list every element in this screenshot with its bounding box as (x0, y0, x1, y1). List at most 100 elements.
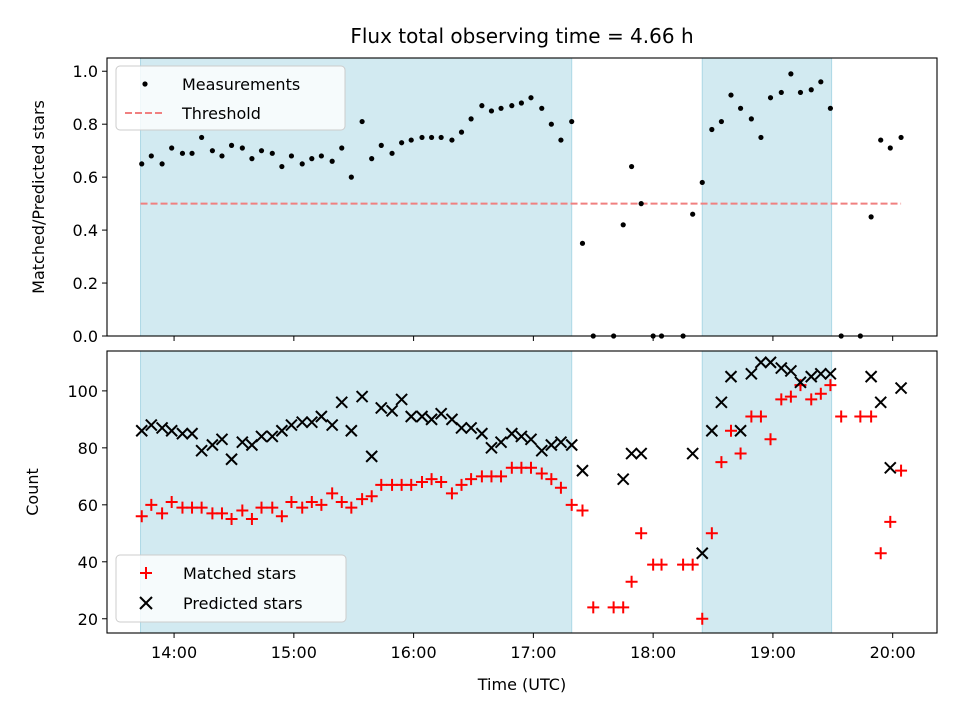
measurement-point (690, 211, 696, 217)
predicted-star-point (305, 416, 319, 429)
matched-star-point (435, 476, 448, 489)
matched-star-point (405, 478, 418, 491)
predicted-star-point (754, 356, 768, 369)
predicted-star-point (745, 367, 758, 380)
matched-star-point (805, 393, 818, 406)
predicted-star-point (775, 361, 788, 375)
measurement-point (189, 150, 195, 156)
matched-star-point (764, 433, 777, 446)
x-tick-label: 19:00 (750, 643, 796, 662)
top-y-tick-label: 0.4 (73, 221, 98, 240)
bottom-axes-frame (106, 350, 938, 634)
matched-star-point (524, 461, 537, 474)
matched-star-point (275, 510, 288, 523)
matched-star-point (784, 390, 797, 403)
predicted-star-point (215, 433, 229, 446)
predicted-star-point (696, 547, 709, 560)
predicted-star-point (296, 416, 309, 429)
top-shaded-span (701, 57, 833, 337)
top-legend: Measurements Threshold (115, 65, 346, 131)
bottom-y-axis-label: Count (23, 468, 42, 516)
matched-star-point (884, 515, 897, 528)
count-points (135, 356, 908, 625)
predicted-star-point (535, 444, 548, 457)
legend-predicted-label: Predicted stars (183, 594, 303, 613)
matched-star-point (195, 501, 208, 514)
matched-star-point (335, 495, 348, 508)
matched-star-point (315, 498, 328, 511)
matched-star-point (425, 473, 438, 486)
predicted-star-point (874, 396, 887, 409)
predicted-star-point (185, 427, 199, 440)
matched-star-point (535, 467, 548, 480)
measurement-point (548, 121, 554, 127)
top-y-tick-label: 0.0 (73, 327, 98, 346)
measurement-point (638, 201, 644, 207)
predicted-star-point (275, 424, 289, 437)
measurement-point (179, 150, 186, 156)
predicted-star-point (464, 421, 478, 435)
measurement-point (209, 148, 215, 154)
predicted-star-point (814, 367, 828, 380)
matched-star-point (165, 495, 178, 508)
measurement-point (748, 116, 754, 122)
predicted-star-point (355, 390, 369, 403)
measurement-point (718, 118, 725, 125)
top-y-tick-label: 0.8 (73, 115, 98, 134)
predicted-star-point (176, 427, 189, 440)
measurement-point (788, 71, 794, 77)
x-tick-label: 17:00 (510, 643, 556, 662)
measurement-point (569, 118, 575, 125)
predicted-star-point (894, 381, 908, 395)
measurement-point (139, 161, 145, 167)
matched-star-point (715, 456, 728, 469)
measurement-point (887, 145, 893, 151)
bottom-y-tick-label: 100 (67, 382, 98, 401)
measurement-point (369, 156, 375, 162)
matched-star-point (554, 481, 567, 494)
bottom-y-tick-label: 80 (78, 439, 98, 458)
measurement-point (219, 153, 225, 159)
predicted-star-point (375, 401, 388, 415)
measurement-point (399, 140, 405, 146)
matched-star-point (296, 501, 309, 514)
matched-star-point (375, 478, 388, 491)
predicted-star-point (764, 356, 777, 369)
measurement-point (868, 214, 874, 220)
predicted-star-point (616, 472, 630, 486)
measurement-point (498, 105, 504, 111)
matched-star-point (565, 498, 578, 511)
predicted-star-point (554, 435, 568, 449)
measurement-point (728, 92, 734, 98)
predicted-star-point (794, 376, 807, 389)
measurement-point (479, 103, 485, 109)
measurement-point (299, 161, 305, 167)
legend-matched-marker (140, 567, 152, 579)
measurement-point (449, 137, 455, 143)
matched-star-point (245, 513, 258, 526)
matched-star-point (156, 507, 169, 520)
predicted-star-point (824, 367, 837, 380)
measurement-point (279, 163, 285, 170)
measurement-point (509, 103, 515, 109)
matched-star-point (754, 410, 767, 423)
top-panel: 0.0 0.2 0.4 0.6 0.8 1.0 Matched/Predicted sta… (29, 57, 938, 346)
measurement-point (318, 153, 324, 159)
bottom-shaded-span (701, 350, 833, 634)
predicted-star-point (236, 435, 249, 449)
predicted-star-point (195, 444, 208, 457)
chart-title: Flux total observing time = 4.66 h (350, 24, 693, 48)
bottom-y-tick-label: 60 (78, 496, 98, 515)
matched-star-point (814, 387, 827, 400)
measurement-point (878, 137, 884, 143)
measurement-point (468, 116, 474, 122)
measurement-point (228, 142, 235, 148)
predicted-star-point (345, 424, 358, 437)
predicted-star-point (206, 438, 219, 452)
predicted-star-point (475, 427, 489, 440)
matched-star-point (465, 473, 478, 486)
predicted-star-point (285, 418, 298, 432)
matched-star-point (345, 501, 358, 514)
predicted-star-point (505, 427, 519, 440)
measurement-point (558, 137, 564, 143)
